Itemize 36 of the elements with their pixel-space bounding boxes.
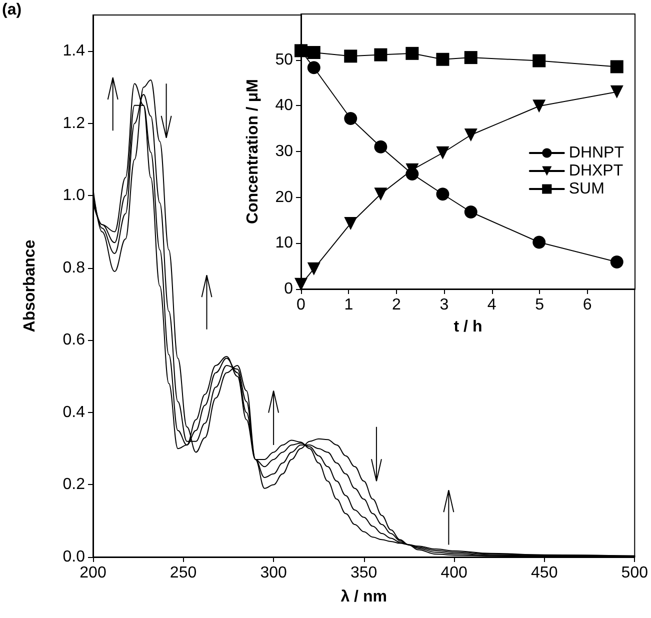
y-tick-label: 1.4 [62,42,86,60]
text: (a) [2,2,22,18]
y-tick-label: 0.0 [62,548,86,566]
x-tick-label: 200 [80,564,106,582]
y-tick-label: 20 [275,188,294,206]
y-tick-label: 1.0 [62,187,86,204]
y-tick-label: 30 [275,143,294,160]
x-tick-label: 5 [535,296,544,314]
x-axis-title: λ / nm [340,588,387,606]
y-tick-label: 10 [275,234,294,252]
x-tick-label: 350 [350,564,378,582]
legend-label: DHNPT [568,144,624,162]
x-tick-label: 500 [621,564,648,582]
x-tick-label: 1 [344,296,354,314]
x-tick-label: 2 [392,296,401,314]
y-axis-title: Concentration / μM [244,79,262,224]
y-axis-title: Absorbance [22,240,38,332]
x-axis-title: t / h [454,318,482,336]
y-tick-label: 40 [275,97,294,114]
y-tick-label: 0.6 [62,332,86,349]
x-tick-label: 0 [296,296,306,314]
x-tick-label: 300 [260,564,287,582]
x-tick-label: 4 [487,296,496,314]
legend-label: DHXPT [568,162,624,180]
x-tick-label: 3 [440,296,449,314]
y-tick-label: 50 [275,51,294,68]
y-tick-label: 1.2 [62,114,86,132]
y-tick-label: 0.2 [62,476,86,494]
y-tick-label: 0 [284,280,294,298]
x-tick-label: 400 [440,564,468,582]
x-tick-label: 250 [170,564,197,582]
x-tick-label: 6 [582,296,592,314]
y-tick-label: 0.8 [62,259,86,276]
legend-label: SUM [568,180,604,198]
x-tick-label: 450 [531,564,558,582]
y-tick-label: 0.4 [62,404,86,421]
